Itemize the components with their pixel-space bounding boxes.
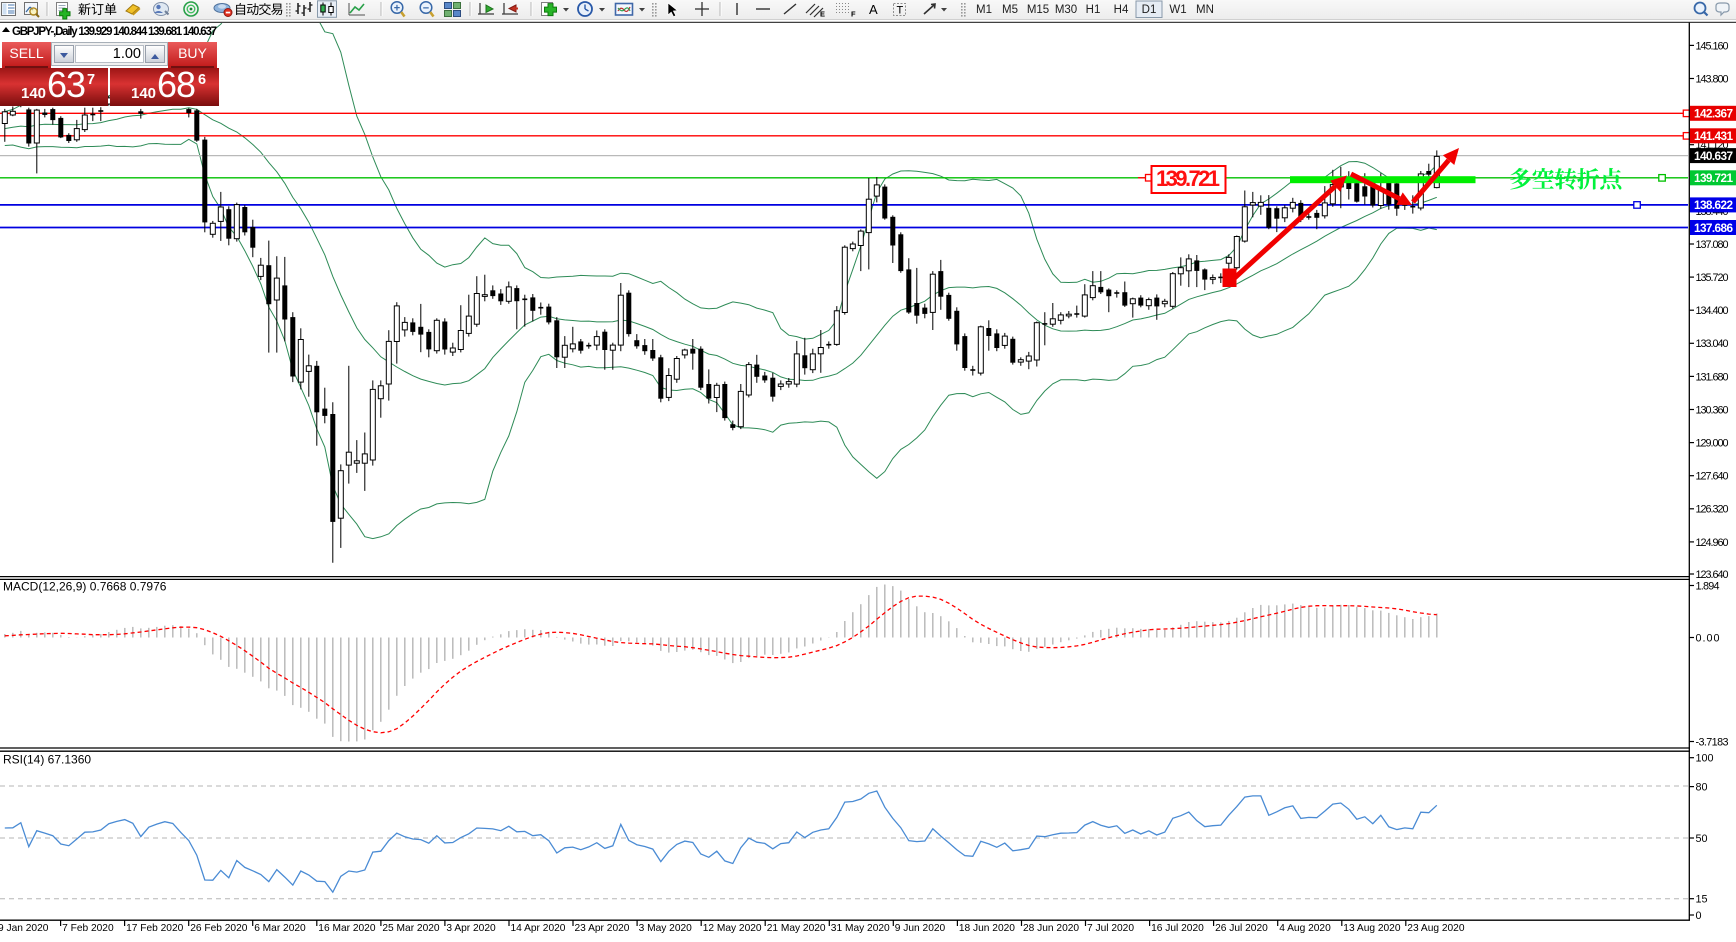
svg-text:143.800: 143.800 <box>1696 73 1729 85</box>
svg-text:139.721: 139.721 <box>1694 171 1733 185</box>
svg-text:23 Aug 2020: 23 Aug 2020 <box>1407 923 1465 934</box>
svg-text:M1: M1 <box>976 4 992 16</box>
svg-text:MN: MN <box>1196 4 1214 16</box>
svg-text:80: 80 <box>1696 782 1708 794</box>
svg-text:21 May 2020: 21 May 2020 <box>767 923 826 934</box>
svg-text:D1: D1 <box>1142 4 1157 16</box>
svg-text:14 Apr 2020: 14 Apr 2020 <box>511 923 566 934</box>
svg-text:0: 0 <box>1696 910 1702 922</box>
svg-text:137.080: 137.080 <box>1696 239 1729 251</box>
svg-text:F: F <box>851 10 856 19</box>
svg-text:M30: M30 <box>1055 4 1077 16</box>
svg-text:16 Jul 2020: 16 Jul 2020 <box>1151 923 1204 934</box>
svg-text:133.040: 133.040 <box>1696 338 1729 350</box>
svg-text:130.360: 130.360 <box>1696 404 1729 416</box>
svg-text:9 Jan 2020: 9 Jan 2020 <box>0 923 49 934</box>
svg-text:15: 15 <box>1696 894 1708 906</box>
svg-text:25 Mar 2020: 25 Mar 2020 <box>382 923 440 934</box>
svg-text:0.00: 0.00 <box>1696 632 1720 644</box>
svg-text:+: + <box>394 2 400 14</box>
svg-text:134.400: 134.400 <box>1696 305 1729 317</box>
svg-text:3 May 2020: 3 May 2020 <box>639 923 693 934</box>
svg-text:13 Aug 2020: 13 Aug 2020 <box>1343 923 1401 934</box>
svg-text:W1: W1 <box>1169 4 1186 16</box>
svg-text:A: A <box>869 2 878 17</box>
svg-text:E: E <box>820 10 825 19</box>
svg-text:H4: H4 <box>1114 4 1129 16</box>
svg-text:M5: M5 <box>1002 4 1018 16</box>
svg-text:23 Apr 2020: 23 Apr 2020 <box>575 923 630 934</box>
svg-text:50: 50 <box>1696 833 1708 845</box>
svg-text:GBPJPY-,Daily 139.929 140.844: GBPJPY-,Daily 139.929 140.844 139.681 14… <box>12 26 217 38</box>
svg-text:3 Apr 2020: 3 Apr 2020 <box>446 923 496 934</box>
svg-text:142.367: 142.367 <box>1694 107 1733 121</box>
svg-text:137.686: 137.686 <box>1694 221 1733 235</box>
svg-text:141.431: 141.431 <box>1694 129 1733 143</box>
svg-text:T: T <box>897 5 904 17</box>
svg-text:7 Feb 2020: 7 Feb 2020 <box>62 923 114 934</box>
svg-text:123.640: 123.640 <box>1696 569 1729 581</box>
svg-text:100: 100 <box>1696 753 1714 765</box>
svg-text:6 Mar 2020: 6 Mar 2020 <box>254 923 306 934</box>
svg-text:12 May 2020: 12 May 2020 <box>703 923 762 934</box>
svg-text:145.160: 145.160 <box>1696 40 1729 52</box>
svg-text:4 Aug 2020: 4 Aug 2020 <box>1279 923 1331 934</box>
svg-text:9 Jun 2020: 9 Jun 2020 <box>895 923 946 934</box>
svg-text:1.894: 1.894 <box>1696 580 1720 592</box>
svg-text:126.320: 126.320 <box>1696 504 1729 516</box>
svg-text:−: − <box>423 2 429 14</box>
svg-text:138.622: 138.622 <box>1694 198 1733 212</box>
svg-text:17 Feb 2020: 17 Feb 2020 <box>126 923 184 934</box>
svg-text:140.637: 140.637 <box>1694 149 1733 163</box>
svg-text:26 Jul 2020: 26 Jul 2020 <box>1215 923 1268 934</box>
svg-text:RSI(14) 67.1360: RSI(14) 67.1360 <box>3 753 91 767</box>
svg-text:28 Jun 2020: 28 Jun 2020 <box>1023 923 1079 934</box>
svg-text:26 Feb 2020: 26 Feb 2020 <box>190 923 248 934</box>
svg-text:31 May 2020: 31 May 2020 <box>831 923 890 934</box>
svg-text:MACD(12,26,9) 0.7668 0.7976: MACD(12,26,9) 0.7668 0.7976 <box>3 580 167 594</box>
svg-text:M15: M15 <box>1027 4 1049 16</box>
svg-text:135.720: 135.720 <box>1696 272 1729 284</box>
svg-text:18 Jun 2020: 18 Jun 2020 <box>959 923 1015 934</box>
svg-text:124.960: 124.960 <box>1696 537 1729 549</box>
svg-text:-3.7183: -3.7183 <box>1696 736 1729 748</box>
svg-text:129.000: 129.000 <box>1696 438 1729 450</box>
svg-text:131.680: 131.680 <box>1696 371 1729 383</box>
svg-text:16 Mar 2020: 16 Mar 2020 <box>318 923 376 934</box>
svg-text:7 Jul 2020: 7 Jul 2020 <box>1087 923 1134 934</box>
svg-text:H1: H1 <box>1086 4 1101 16</box>
svg-text:139.721: 139.721 <box>1156 166 1220 191</box>
svg-text:127.640: 127.640 <box>1696 471 1729 483</box>
